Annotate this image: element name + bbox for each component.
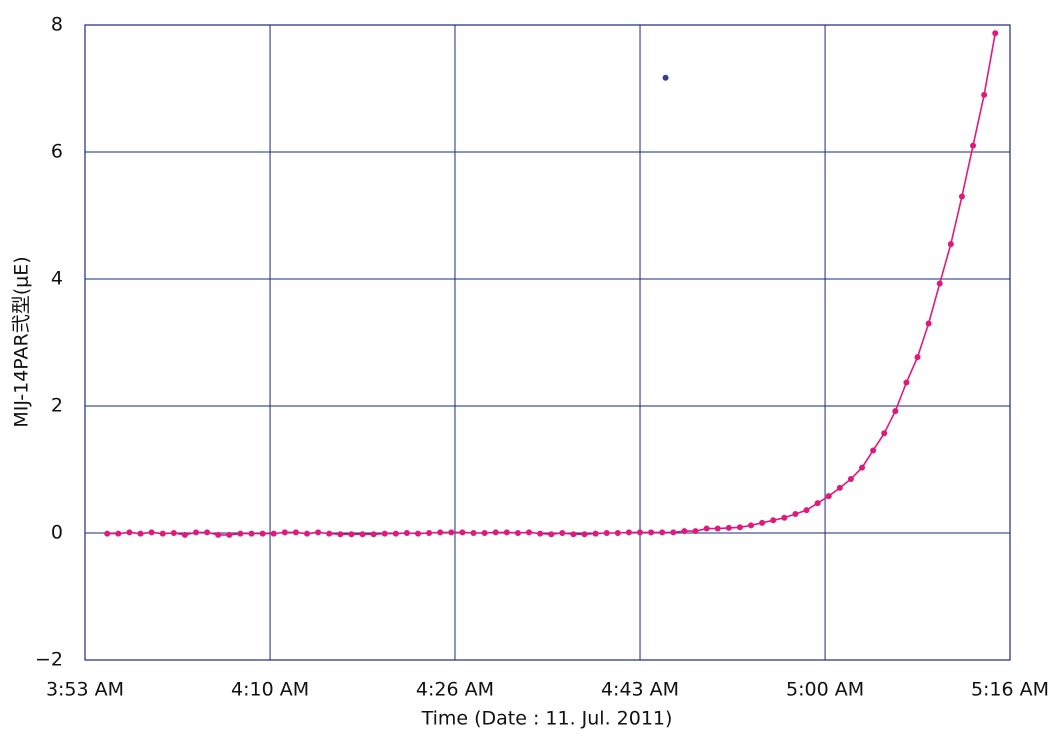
x-tick-label: 4:26 AM xyxy=(416,679,494,701)
data-point xyxy=(637,529,644,536)
data-point xyxy=(148,529,155,536)
data-point xyxy=(570,531,577,538)
data-point xyxy=(759,519,766,526)
plot-frame xyxy=(84,24,1011,661)
data-point xyxy=(193,529,200,536)
data-point xyxy=(692,528,699,535)
data-point xyxy=(492,529,499,536)
data-point xyxy=(581,531,588,538)
data-point xyxy=(526,529,533,536)
data-point xyxy=(270,530,277,537)
data-point xyxy=(281,529,288,536)
data-point xyxy=(659,529,666,536)
x-axis-label: Time (Date : 11. Jul. 2011) xyxy=(421,708,673,730)
data-point xyxy=(215,531,222,538)
data-point xyxy=(415,530,422,537)
data-point xyxy=(981,91,988,98)
data-point xyxy=(825,493,832,500)
data-point xyxy=(159,530,166,537)
data-point xyxy=(315,529,322,536)
data-point xyxy=(370,531,377,538)
data-point xyxy=(714,525,721,532)
data-point xyxy=(259,530,266,537)
data-point xyxy=(814,500,821,507)
data-point xyxy=(703,525,710,532)
data-point xyxy=(204,529,211,536)
data-point xyxy=(947,241,954,248)
data-point xyxy=(437,529,444,536)
y-tick-label: −2 xyxy=(35,649,63,671)
data-point xyxy=(304,530,311,537)
data-point xyxy=(470,530,477,536)
data-point xyxy=(958,193,965,200)
data-point xyxy=(648,529,655,536)
y-tick-label: 2 xyxy=(51,395,63,417)
data-point xyxy=(662,74,669,81)
data-point xyxy=(859,464,866,471)
data-point xyxy=(226,531,233,538)
data-point xyxy=(381,530,388,537)
data-point xyxy=(137,530,144,537)
x-tick-label: 3:53 AM xyxy=(46,679,124,701)
data-point xyxy=(537,530,544,537)
data-point xyxy=(603,530,610,536)
data-point xyxy=(337,531,344,538)
data-point xyxy=(426,530,433,536)
data-point xyxy=(548,531,555,538)
x-tick-label: 5:16 AM xyxy=(971,679,1049,701)
data-point xyxy=(559,530,566,536)
data-point xyxy=(115,530,122,537)
data-point xyxy=(781,514,788,521)
data-point xyxy=(614,530,621,536)
data-point xyxy=(914,354,921,361)
data-point xyxy=(936,280,943,287)
data-point xyxy=(292,529,299,536)
data-point xyxy=(392,530,399,537)
data-point xyxy=(359,531,366,538)
data-point xyxy=(514,530,521,536)
data-point xyxy=(248,530,255,537)
data-point xyxy=(748,522,755,529)
x-tick-label: 4:10 AM xyxy=(231,679,309,701)
y-tick-label: 4 xyxy=(51,268,63,290)
y-tick-label: 8 xyxy=(51,14,63,36)
data-point xyxy=(326,530,333,537)
data-point xyxy=(725,524,732,531)
data-point xyxy=(847,476,854,483)
y-tick-label: 6 xyxy=(51,141,63,163)
data-point xyxy=(770,517,777,524)
data-point xyxy=(625,529,632,536)
data-point xyxy=(836,484,843,491)
data-point xyxy=(803,507,810,514)
data-point xyxy=(736,524,743,531)
data-line xyxy=(107,33,997,536)
data-point xyxy=(792,510,799,517)
x-tick-label: 5:00 AM xyxy=(786,679,864,701)
data-point xyxy=(870,447,877,454)
data-point xyxy=(126,529,133,536)
data-point xyxy=(348,531,355,538)
data-point xyxy=(459,529,466,536)
y-axis-label: MIJ-14PAR弐型(μE) xyxy=(11,256,33,427)
data-point xyxy=(925,320,932,327)
data-point xyxy=(881,430,888,437)
x-tick-label: 4:43 AM xyxy=(601,679,679,701)
data-point xyxy=(503,529,510,536)
data-point xyxy=(670,529,677,536)
data-point xyxy=(448,529,455,536)
data-point xyxy=(181,531,188,538)
data-point xyxy=(592,530,599,537)
data-point xyxy=(892,408,899,415)
data-point xyxy=(237,530,244,537)
data-point xyxy=(481,530,488,536)
data-point xyxy=(903,379,910,386)
data-point xyxy=(170,530,177,536)
y-tick-label: 0 xyxy=(51,522,63,544)
data-point xyxy=(970,142,977,149)
data-point xyxy=(992,30,999,37)
data-point xyxy=(104,530,111,537)
data-point xyxy=(403,530,410,536)
data-point xyxy=(681,528,688,535)
